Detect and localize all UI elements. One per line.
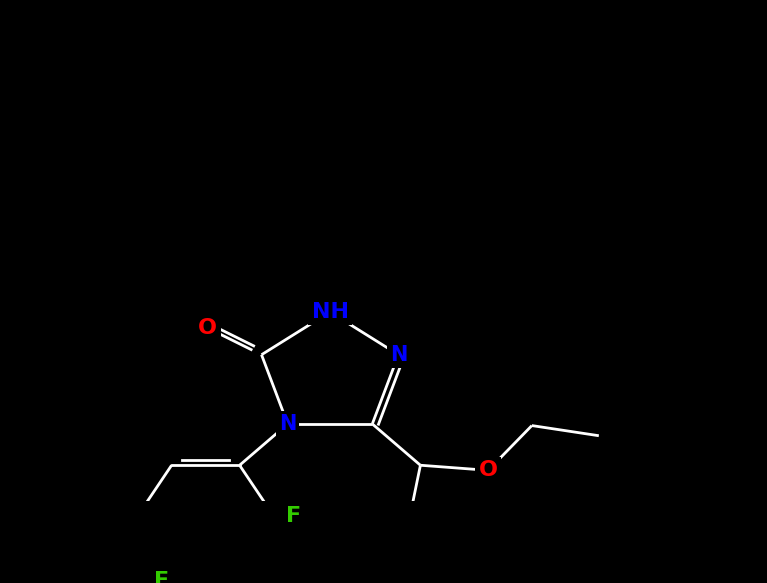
Text: F: F <box>154 571 170 583</box>
Text: O: O <box>199 318 217 338</box>
Text: F: F <box>286 506 301 526</box>
Text: O: O <box>479 461 498 480</box>
Text: NH: NH <box>311 302 348 322</box>
Text: N: N <box>390 345 407 365</box>
Text: N: N <box>279 414 296 434</box>
